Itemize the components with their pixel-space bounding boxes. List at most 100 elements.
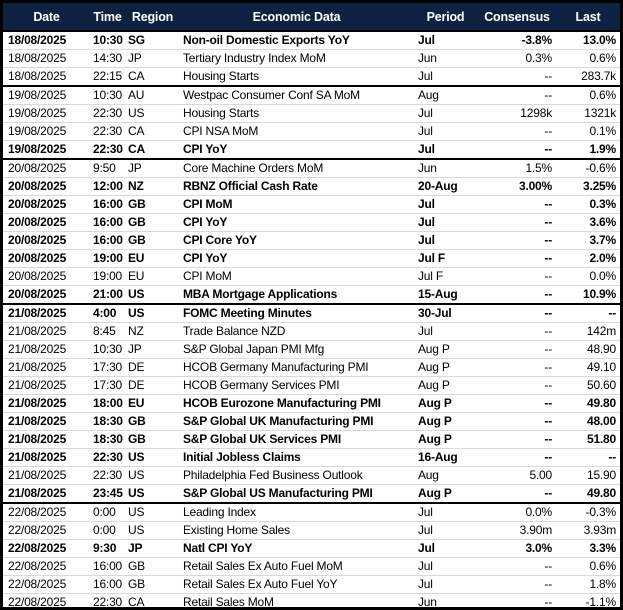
cell-period: Jul	[413, 140, 478, 159]
cell-region: DE	[125, 358, 180, 377]
cell-consensus: --	[478, 140, 556, 159]
cell-last: 51.80	[556, 430, 620, 449]
cell-region: EU	[125, 267, 180, 286]
table-row: 20/08/2025 19:00 EU CPI MoM Jul F -- 0.0…	[3, 267, 620, 286]
cell-event: CPI MoM	[180, 267, 413, 286]
cell-date: 20/08/2025	[3, 249, 90, 268]
cell-consensus: --	[478, 85, 556, 105]
table-row: 20/08/2025 16:00 GB CPI YoY Jul -- 3.6%	[3, 213, 620, 232]
cell-consensus: --	[478, 213, 556, 232]
cell-time: 22:30	[90, 448, 125, 467]
cell-event: CPI Core YoY	[180, 231, 413, 250]
cell-date: 18/08/2025	[8, 33, 67, 47]
cell-period: Jul	[418, 33, 435, 47]
cell-region: NZ	[125, 177, 180, 196]
cell-last: 48.00	[556, 412, 620, 431]
cell-time: 18:30	[90, 412, 125, 431]
col-header-time: Time	[90, 3, 125, 32]
cell-date: 22/08/2025	[3, 593, 90, 607]
cell-event: HCOB Germany Services PMI	[180, 376, 413, 395]
cell-region: US	[125, 285, 180, 304]
cell-time: 9:30	[90, 539, 125, 558]
cell-last: 0.6%	[556, 85, 620, 105]
cell-consensus: --	[478, 322, 556, 341]
cell-period: Jul	[413, 104, 478, 123]
cell-event: Housing Starts	[180, 67, 413, 86]
cell-region: EU	[125, 394, 180, 413]
cell-period: Aug P	[413, 412, 478, 431]
cell-period: Aug	[413, 466, 478, 485]
cell-consensus: --	[478, 231, 556, 250]
cell-date: 20/08/2025	[3, 195, 90, 214]
cell-last: 1.9%	[556, 140, 620, 159]
cell-event: Retail Sales MoM	[180, 593, 413, 607]
cell-consensus: --	[478, 593, 556, 607]
cell-consensus: --	[478, 249, 556, 268]
cell-last: -0.6%	[556, 158, 620, 178]
cell-region: GB	[125, 213, 180, 232]
cell-period: Jul	[413, 521, 478, 540]
table-row: 19/08/2025 22:30 US Housing Starts Jul 1…	[3, 104, 620, 123]
cell-consensus: --	[478, 195, 556, 214]
cell-period: 30-Jul	[413, 303, 478, 323]
cell-time: 0:00	[90, 521, 125, 540]
cell-event: Existing Home Sales	[180, 521, 413, 540]
table-row: 19/08/2025 22:30 CA CPI NSA MoM Jul -- 0…	[3, 122, 620, 141]
cell-last: 0.0%	[556, 267, 620, 286]
table-row: 21/08/2025 4:00 US FOMC Meeting Minutes …	[3, 303, 620, 323]
cell-last: 3.25%	[556, 177, 620, 196]
table-row: 21/08/2025 22:30 US Initial Jobless Clai…	[3, 448, 620, 467]
cell-last: 49.80	[556, 394, 620, 413]
cell-region: JP	[125, 340, 180, 359]
cell-consensus: --	[478, 285, 556, 304]
cell-region: US	[125, 303, 180, 323]
cell-last: 48.90	[556, 340, 620, 359]
cell-period: Jul	[413, 575, 478, 594]
table-row: 22/08/2025 22:30 CA Retail Sales MoM Jun…	[3, 593, 620, 607]
cell-date: 21/08/2025	[3, 430, 90, 449]
cell-consensus: 0.3%	[478, 49, 556, 68]
cell-consensus: --	[478, 448, 556, 467]
cell-event: RBNZ Official Cash Rate	[180, 177, 413, 196]
cell-period: Jul	[413, 322, 478, 341]
cell-region: CA	[125, 140, 180, 159]
cell-region: GB	[125, 430, 180, 449]
cell-last: 49.10	[556, 358, 620, 377]
cell-time: 23:45	[90, 484, 125, 503]
table-row: 22/08/2025 0:00 US Leading Index Jul 0.0…	[3, 502, 620, 522]
cell-event: S&P Global US Manufacturing PMI	[180, 484, 413, 503]
cell-region: DE	[125, 376, 180, 395]
cell-event: MBA Mortgage Applications	[180, 285, 413, 304]
cell-region: JP	[125, 539, 180, 558]
cell-last: --	[556, 448, 620, 467]
cell-period: Jun	[413, 593, 478, 607]
cell-last: 3.93m	[556, 521, 620, 540]
cell-event: Initial Jobless Claims	[180, 448, 413, 467]
cell-period: Jul	[413, 557, 478, 576]
cell-time: 16:00	[90, 557, 125, 576]
cell-consensus: --	[478, 376, 556, 395]
cell-region: US	[125, 484, 180, 503]
table-row: 21/08/2025 17:30 DE HCOB Germany Manufac…	[3, 358, 620, 377]
cell-last: 13.0%	[582, 33, 616, 47]
cell-time: 10:30	[90, 85, 125, 105]
cell-date: 22/08/2025	[3, 557, 90, 576]
cell-consensus: --	[478, 358, 556, 377]
cell-event: Housing Starts	[180, 104, 413, 123]
cell-last: --	[556, 303, 620, 323]
cell-event: HCOB Eurozone Manufacturing PMI	[180, 394, 413, 413]
cell-region: GB	[125, 557, 180, 576]
cell-period: Jul	[413, 195, 478, 214]
cell-last: 15.90	[556, 466, 620, 485]
cell-region: JP	[125, 49, 180, 68]
table-row: 22/08/2025 0:00 US Existing Home Sales J…	[3, 521, 620, 540]
cell-time: 19:00	[90, 249, 125, 268]
cell-consensus: -3.8%	[521, 33, 553, 47]
cell-time: 22:30	[90, 466, 125, 485]
table-row: 21/08/2025 23:45 US S&P Global US Manufa…	[3, 484, 620, 503]
cell-period: Jul F	[413, 267, 478, 286]
cell-last: 2.0%	[556, 249, 620, 268]
col-header-date: Date	[3, 3, 90, 32]
cell-last: -0.3%	[556, 502, 620, 522]
table-row: 19/08/2025 10:30 AU Westpac Consumer Con…	[3, 85, 620, 105]
